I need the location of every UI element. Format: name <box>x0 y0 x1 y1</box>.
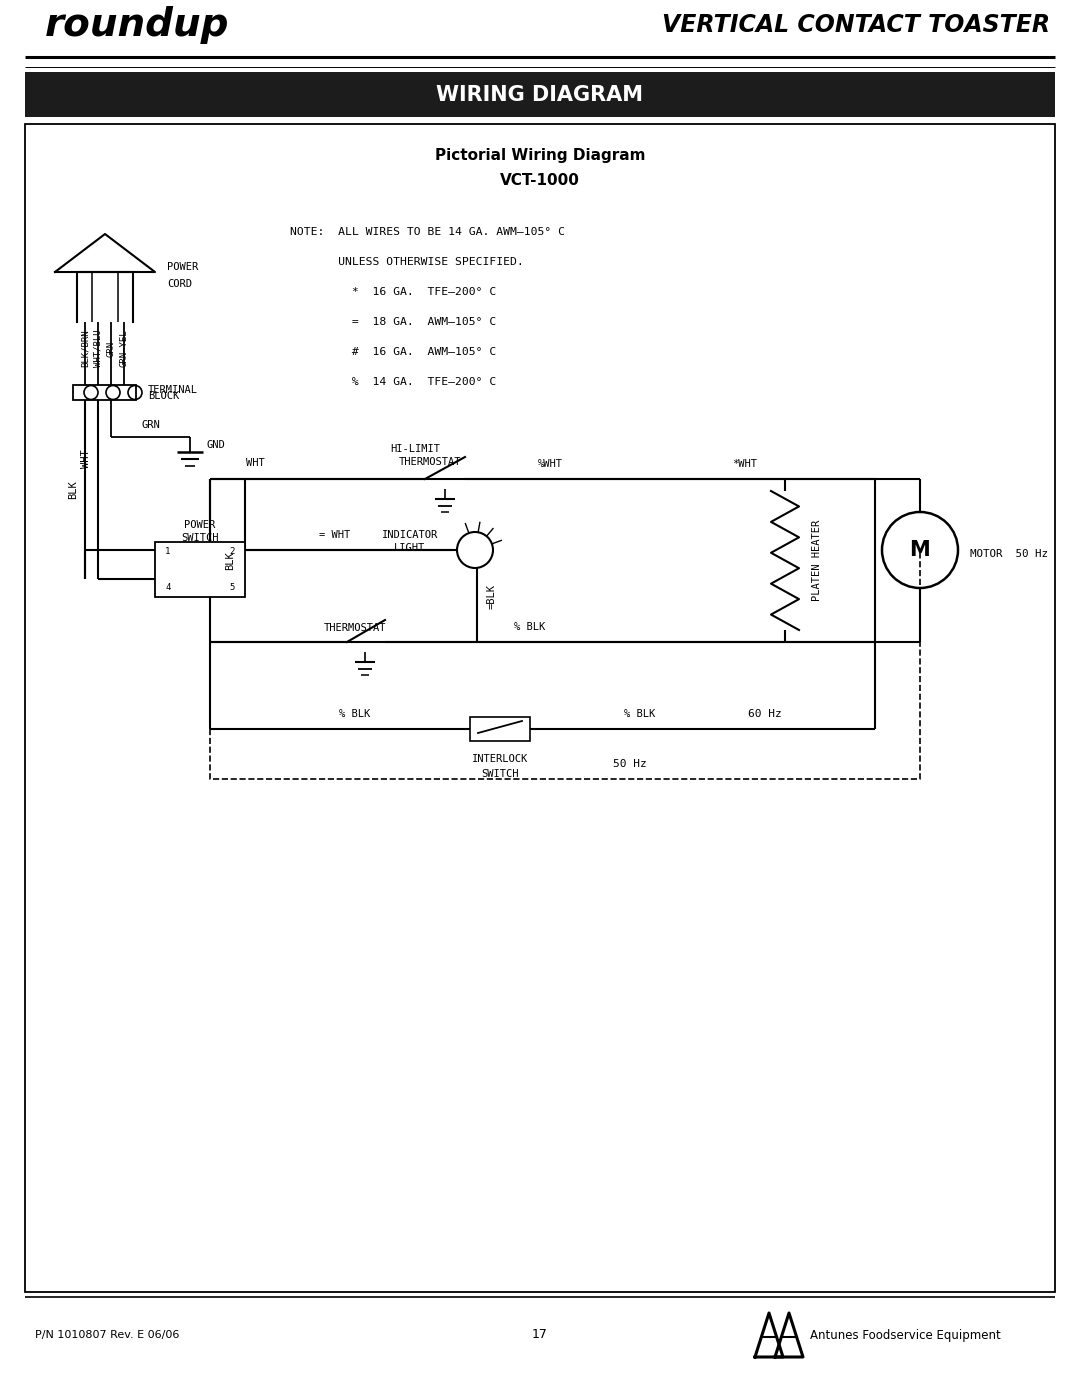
Text: BLK: BLK <box>68 481 78 499</box>
Text: %  14 GA.  TFE–200° C: % 14 GA. TFE–200° C <box>291 377 496 387</box>
Bar <box>156 542 245 597</box>
Bar <box>470 717 530 740</box>
Text: 17: 17 <box>532 1329 548 1341</box>
Text: %WHT: %WHT <box>538 460 563 469</box>
Text: VCT-1000: VCT-1000 <box>500 172 580 187</box>
Text: Pictorial Wiring Diagram: Pictorial Wiring Diagram <box>435 148 645 162</box>
Text: BLOCK: BLOCK <box>148 391 179 401</box>
Text: SWITCH: SWITCH <box>181 534 219 543</box>
Text: P/N 1010807 Rev. E 06/06: P/N 1010807 Rev. E 06/06 <box>35 1330 179 1340</box>
Text: M: M <box>909 541 930 560</box>
Text: INTERLOCK: INTERLOCK <box>472 754 528 764</box>
Text: GND: GND <box>207 440 226 450</box>
Text: BLK: BLK <box>225 552 235 570</box>
Text: #  16 GA.  AWM–105° C: # 16 GA. AWM–105° C <box>291 346 496 358</box>
Text: % BLK: % BLK <box>339 710 370 719</box>
Text: =BLK: =BLK <box>487 584 497 609</box>
Text: *WHT: *WHT <box>732 460 757 469</box>
Text: 50 Hz: 50 Hz <box>613 759 647 768</box>
Text: % BLK: % BLK <box>514 622 545 631</box>
Text: 1: 1 <box>165 548 171 556</box>
Text: % BLK: % BLK <box>624 710 656 719</box>
Text: WHT/BLU: WHT/BLU <box>94 330 103 367</box>
Text: TERMINAL: TERMINAL <box>148 386 198 395</box>
Text: GRN–YEL: GRN–YEL <box>120 330 129 367</box>
Text: roundup: roundup <box>45 6 229 43</box>
Text: MOTOR  50 Hz: MOTOR 50 Hz <box>970 549 1048 559</box>
Text: POWER: POWER <box>185 520 216 529</box>
Text: WHT: WHT <box>81 448 91 468</box>
Text: WIRING DIAGRAM: WIRING DIAGRAM <box>436 84 644 105</box>
Text: 4: 4 <box>165 583 171 591</box>
Text: 60 Hz: 60 Hz <box>748 710 782 719</box>
Text: CORD: CORD <box>167 279 192 289</box>
Text: LIGHT: LIGHT <box>394 543 426 553</box>
Text: VERTICAL CONTACT TOASTER: VERTICAL CONTACT TOASTER <box>662 13 1050 36</box>
Text: PLATEN HEATER: PLATEN HEATER <box>812 520 822 601</box>
Text: 2: 2 <box>229 548 234 556</box>
Text: UNLESS OTHERWISE SPECIFIED.: UNLESS OTHERWISE SPECIFIED. <box>291 257 524 267</box>
Text: POWER: POWER <box>167 263 199 272</box>
Text: GRN: GRN <box>141 420 160 430</box>
Text: THERMOSTAT: THERMOSTAT <box>399 457 461 467</box>
Text: SWITCH: SWITCH <box>482 768 518 780</box>
Text: =  18 GA.  AWM–105° C: = 18 GA. AWM–105° C <box>291 317 496 327</box>
Text: THERMOSTAT: THERMOSTAT <box>324 623 387 633</box>
Bar <box>25 73 1055 117</box>
Bar <box>73 386 136 400</box>
Text: Antunes Foodservice Equipment: Antunes Foodservice Equipment <box>810 1329 1001 1341</box>
Text: WHT: WHT <box>245 458 265 468</box>
Text: *  16 GA.  TFE–200° C: * 16 GA. TFE–200° C <box>291 286 496 298</box>
Text: INDICATOR: INDICATOR <box>382 529 438 541</box>
Text: 5: 5 <box>229 583 234 591</box>
Text: HI-LIMIT: HI-LIMIT <box>390 444 440 454</box>
Text: GRN: GRN <box>107 341 116 356</box>
Text: BLK/BRN: BLK/BRN <box>81 330 90 367</box>
Bar <box>25 124 1055 1292</box>
Text: = WHT: = WHT <box>320 529 351 541</box>
Text: NOTE:  ALL WIRES TO BE 14 GA. AWM–105° C: NOTE: ALL WIRES TO BE 14 GA. AWM–105° C <box>291 226 565 237</box>
